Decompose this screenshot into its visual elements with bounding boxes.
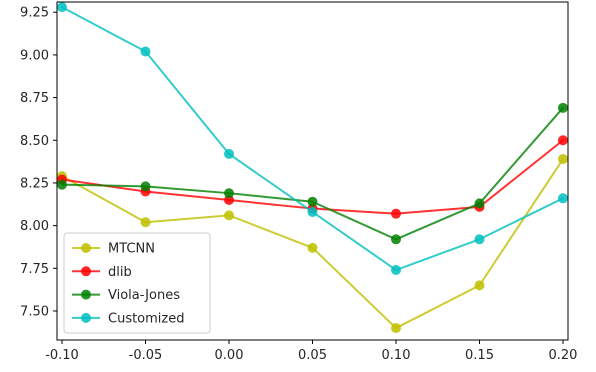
y-tick-label: 8.00 [20,219,49,234]
x-tick-label: 0.10 [382,348,411,363]
data-point-customized [140,46,151,57]
x-tick-label: 0.05 [298,348,327,363]
legend: MTCNN dlib Viola-Jones Customized [63,232,211,334]
x-tick-label: -0.05 [129,348,163,363]
data-point-viola-jones [557,102,568,113]
legend-label: dlib [108,265,132,280]
axes: -0.10 -0.05 0.00 0.05 0.10 0.15 0.20 7.50 7.75 8.… [20,1,578,363]
data-point-viola-jones [391,234,401,245]
data-point-mtcnn [307,242,318,253]
legend-box [63,232,211,334]
data-point-mtcnn [474,280,485,291]
data-point-mtcnn [557,154,568,165]
data-point-viola-jones [307,196,318,207]
y-tick-label: 8.50 [20,134,49,149]
legend-swatch-marker [81,266,91,277]
legend-label: MTCNN [108,242,155,257]
data-point-customized [307,206,318,217]
data-point-customized [474,234,485,245]
x-tick-label: 0.00 [215,348,244,363]
legend-swatch-marker [81,289,91,300]
legend-swatch-marker [81,243,91,253]
data-point-mtcnn [391,323,401,334]
data-point-dlib [391,208,401,219]
y-tick-label: 9.25 [20,6,49,21]
data-point-viola-jones [140,181,151,192]
data-point-viola-jones [57,179,68,190]
data-point-customized [57,2,68,13]
data-point-viola-jones [474,198,485,209]
y-tick-label: 7.50 [20,304,49,319]
x-tick-label: 0.15 [465,348,494,363]
x-tick-label: 0.20 [549,348,578,363]
data-point-customized [391,265,401,276]
data-point-viola-jones [224,188,234,199]
legend-swatch-marker [81,312,91,323]
series-line-customized [61,6,564,272]
data-point-mtcnn [224,210,234,221]
y-tick-label: 7.75 [20,262,49,277]
y-tick-label: 8.75 [20,91,49,106]
data-point-customized [224,148,234,159]
data-point-mtcnn [140,217,151,228]
series-layer [57,2,568,334]
legend-label: Viola-Jones [108,288,180,303]
y-tick-label: 8.25 [20,176,49,191]
legend-label: Customized [108,311,185,326]
y-tick-label: 9.00 [20,48,49,63]
data-point-dlib [557,135,568,146]
data-point-customized [557,193,568,204]
x-tick-label: -0.10 [45,348,79,363]
series-line-viola-jones [61,106,564,241]
